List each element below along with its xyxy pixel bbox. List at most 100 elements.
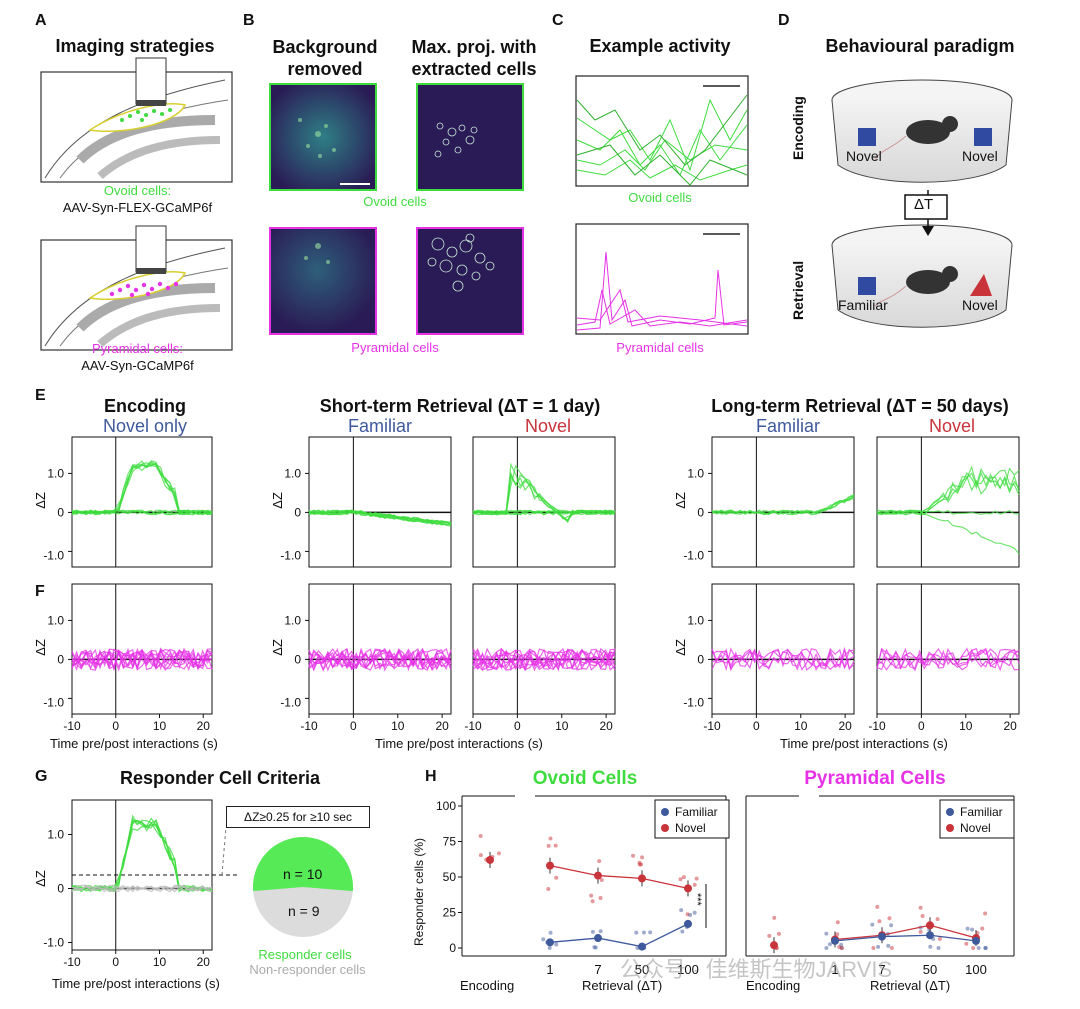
background-removed-title: Background removed — [272, 37, 378, 79]
panel-label-h: H — [425, 768, 437, 785]
novel-dot — [637, 862, 642, 867]
trace-line — [71, 817, 213, 893]
long-novel-label: Novel — [928, 416, 976, 436]
panel-e-plot: 1.0 0 -1.0 ΔZ — [33, 436, 213, 568]
xtick-label: 7 — [594, 962, 601, 977]
panel-c-traces — [575, 75, 749, 335]
xtick-label: 10 — [391, 719, 405, 733]
familiar-dot — [886, 943, 891, 948]
panel-label-f: F — [35, 583, 45, 600]
familiar-dot — [547, 946, 552, 950]
legend-familiar-label: Familiar — [960, 805, 1003, 819]
panel-e-plot: 1.0 0 -1.0 ΔZ — [270, 436, 452, 568]
panel-f-plot: -10 0 10 20 — [464, 583, 616, 733]
familiar-dot — [541, 937, 546, 942]
ytick-label: 1.0 — [284, 613, 301, 627]
legend-novel-label: Novel — [960, 821, 991, 835]
panel-label-g: G — [35, 768, 48, 785]
ytick-label: 1.0 — [687, 466, 704, 480]
trace-line — [472, 648, 616, 672]
familiar-dot — [554, 942, 559, 947]
familiar-dot — [870, 922, 875, 927]
novel-mean — [546, 861, 554, 870]
ylabel-dz: ΔZ — [673, 492, 688, 509]
responder-legend: Responder cells — [258, 947, 352, 962]
novel-dot — [692, 882, 697, 887]
trace-line — [711, 495, 855, 515]
xtick-label: 0 — [112, 955, 119, 969]
ytick-label: 0 — [57, 505, 64, 519]
xtick-label: 50 — [923, 962, 937, 977]
criterion-box: ΔZ≥0.25 for ≥10 sec — [226, 806, 370, 828]
ytick-label: 1.0 — [284, 466, 301, 480]
familiar-dot — [889, 923, 894, 928]
legend-familiar-marker — [946, 808, 954, 816]
familiar-dot — [824, 931, 829, 936]
novel-dot — [685, 912, 690, 917]
novel-dot — [597, 859, 602, 864]
ret-familiar-label: Familiar — [838, 297, 888, 313]
xtick-label: 20 — [197, 719, 211, 733]
ytick-label: 25 — [443, 906, 457, 920]
novel-dot — [478, 853, 483, 858]
short-term-title: Short-term Retrieval (ΔT = 1 day) — [319, 396, 601, 416]
panel-e-plot — [472, 436, 616, 568]
xtick-label: 100 — [965, 962, 987, 977]
trace-line — [71, 648, 213, 671]
ytick-label: -1.0 — [280, 695, 301, 709]
novel-dot — [889, 946, 894, 950]
panel-h-plots: 100 75 50 25 0 1 7 50 100 Familiar Novel 1 7 50 100 Fam… — [436, 795, 1015, 977]
familiar-dot — [648, 930, 653, 935]
xtick-label: 20 — [435, 719, 449, 733]
panel-e-encoding-title: Encoding — [104, 396, 186, 416]
xtick-label: 0 — [350, 719, 357, 733]
panel-d-title: Behavioural paradigm — [825, 36, 1015, 56]
panel-f-plot: 1.0 0 -1.0 ΔZ -10 0 10 20 — [270, 583, 452, 733]
trace-line — [308, 509, 452, 525]
panel-e-plot — [876, 436, 1020, 568]
long-familiar-label: Familiar — [755, 416, 820, 436]
xlabel-g: Time pre/post interactions (s) — [52, 976, 220, 991]
ylabel-dz: ΔZ — [270, 639, 285, 656]
retrieval-phase-label: Retrieval — [790, 260, 806, 320]
novel-mean — [926, 921, 934, 930]
trace-line — [71, 509, 213, 516]
novel-dot — [964, 941, 969, 946]
xtick-label: 10 — [153, 955, 167, 969]
familiar-mean — [878, 932, 886, 941]
novel-mean — [638, 874, 646, 883]
novel-dot — [678, 877, 683, 882]
xlabel-short: Time pre/post interactions (s) — [375, 736, 543, 751]
legend: Familiar Novel — [654, 799, 730, 839]
ylabel-dz: ΔZ — [270, 492, 285, 509]
ytick-label: 1.0 — [47, 613, 64, 627]
familiar-dot — [548, 930, 553, 935]
trace-line — [472, 509, 616, 516]
panel-label-e: E — [35, 387, 46, 404]
xtick-label: 0 — [918, 719, 925, 733]
ytick-label: 0 — [697, 505, 704, 519]
h-ovoid-title: Ovoid Cells — [532, 768, 638, 789]
legend-novel-marker — [661, 824, 669, 832]
xtick-label: 100 — [677, 962, 699, 977]
trace-line — [71, 464, 213, 515]
ytick-label: 50 — [443, 870, 457, 884]
familiar-dot — [634, 930, 639, 935]
legend-familiar-marker — [661, 808, 669, 816]
novel-mean — [594, 871, 602, 880]
panel-label-b: B — [243, 12, 255, 29]
novel-dot — [935, 917, 940, 922]
familiar-dot — [983, 946, 988, 950]
panel-label-c: C — [552, 12, 564, 29]
novel-dot — [631, 853, 636, 858]
novel-dot — [971, 946, 976, 950]
enc-novel-left: Novel — [846, 148, 882, 164]
xtick-label: 0 — [514, 719, 521, 733]
ytick-label: 0 — [57, 882, 64, 896]
trace-line — [711, 495, 855, 516]
xtick-label: -10 — [703, 719, 721, 733]
familiar-mean — [926, 931, 934, 940]
xtick-label: -10 — [63, 955, 81, 969]
panel-g-title: Responder Cell Criteria — [119, 768, 321, 788]
encoding-phase-label: Encoding — [790, 96, 806, 160]
